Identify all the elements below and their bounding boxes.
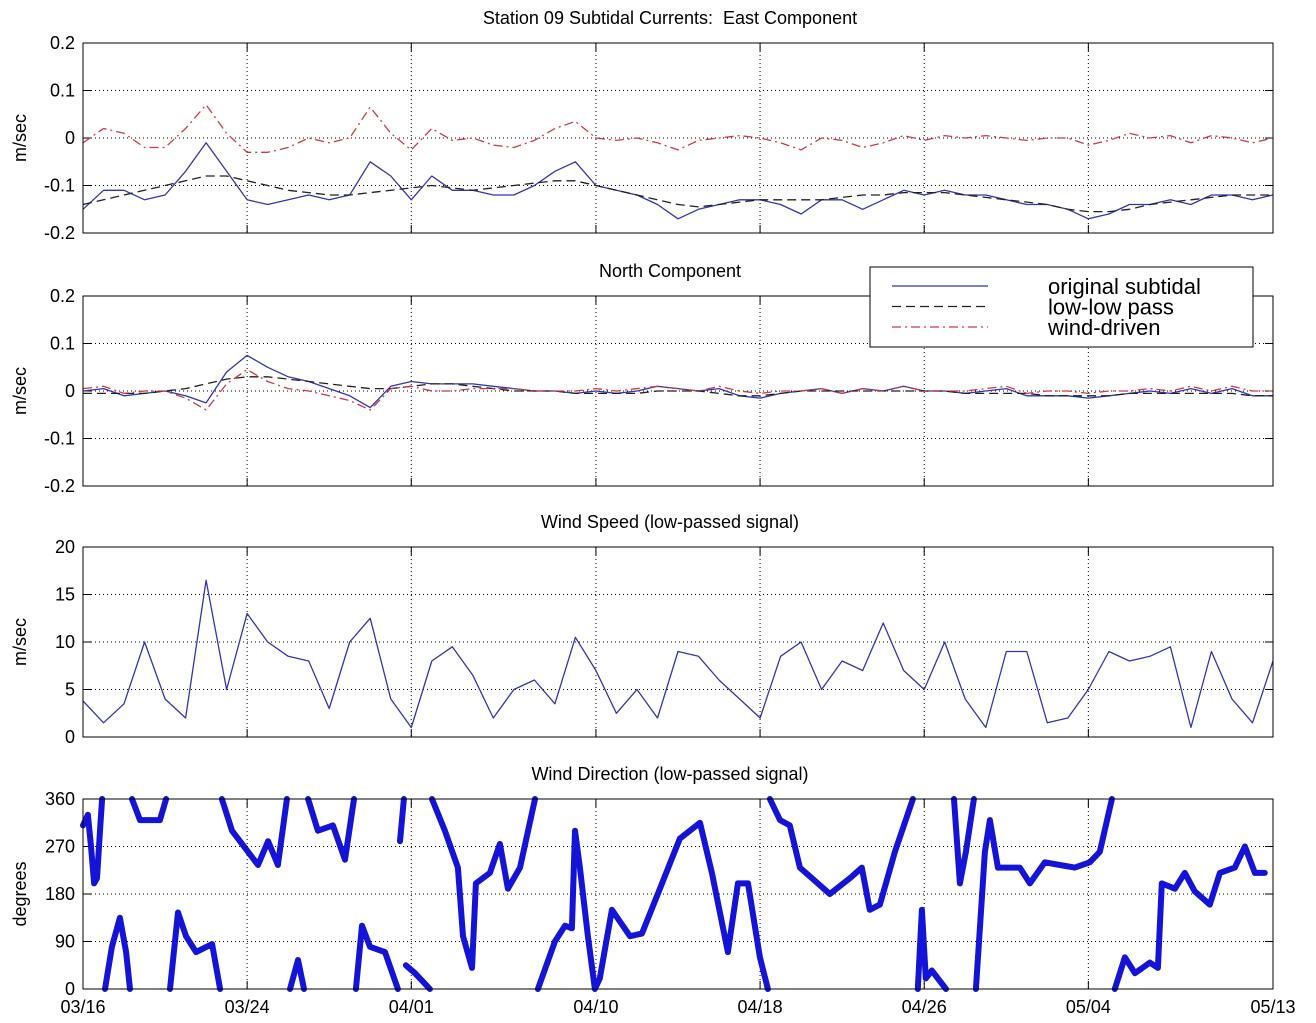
y-tick-label: 0.2 — [50, 33, 75, 53]
y-axis-label: m/sec — [10, 114, 30, 162]
y-tick-label: -0.1 — [44, 176, 75, 196]
y-tick-label: 0.1 — [50, 334, 75, 354]
axes-box — [82, 295, 1274, 487]
series-line — [82, 104, 1274, 153]
x-tick-label: 04/10 — [573, 997, 618, 1017]
x-tick-label: 04/18 — [738, 997, 783, 1017]
x-tick-label: 03/24 — [225, 997, 270, 1017]
series-line — [82, 579, 1274, 729]
y-axis-label: m/sec — [10, 618, 30, 666]
x-tick-label: 04/01 — [389, 997, 434, 1017]
series-line — [83, 376, 1273, 397]
series-line — [82, 175, 1273, 213]
panel-title: Wind Speed (low-passed signal) — [541, 512, 799, 532]
panel: Station 09 Subtidal Currents: East Compo… — [10, 8, 1274, 243]
y-tick-label: 0 — [65, 727, 75, 747]
legend-label: original subtidal — [1048, 274, 1201, 299]
x-tick-label: 03/16 — [60, 997, 105, 1017]
panel: Wind Speed (low-passed signal) m/sec 0 5 10 1… — [10, 512, 1274, 747]
plot-area — [83, 799, 1273, 989]
y-tick-label: 20 — [55, 537, 75, 557]
series-line — [80, 796, 1268, 992]
legend-label: low-low pass — [1048, 295, 1174, 320]
series-line — [82, 142, 1274, 220]
y-tick-label: 90 — [55, 932, 75, 952]
y-tick-label: 0 — [65, 128, 75, 148]
y-tick-label: -0.1 — [44, 429, 75, 449]
panel: Wind Direction (low-passed signal) degree… — [10, 764, 1296, 1017]
series-line — [82, 354, 1273, 409]
y-tick-label: -0.2 — [44, 476, 75, 496]
y-axis-label: m/sec — [10, 367, 30, 415]
y-tick-label: 0 — [65, 979, 75, 999]
y-tick-label: 15 — [55, 585, 75, 605]
legend-label: wind-driven — [1047, 315, 1161, 340]
panel-title: Station 09 Subtidal Currents: East Compo… — [483, 8, 857, 28]
plot-area — [83, 547, 1273, 737]
x-tick-label: 05/13 — [1250, 997, 1295, 1017]
y-tick-label: 10 — [55, 632, 75, 652]
x-tick-label: 05/04 — [1066, 997, 1111, 1017]
y-tick-label: -0.2 — [44, 223, 75, 243]
panel-title: Wind Direction (low-passed signal) — [531, 764, 808, 784]
y-tick-label: 0 — [65, 381, 75, 401]
axes-box — [82, 546, 1274, 738]
y-tick-label: 0.1 — [50, 81, 75, 101]
axes-box — [82, 42, 1274, 234]
panel-title: North Component — [599, 261, 741, 281]
y-axis-label: degrees — [10, 861, 30, 926]
legend-box — [869, 266, 1254, 348]
y-tick-label: 270 — [45, 837, 75, 857]
panel: North Component m/sec -0.2 -0.1 0 0.1 0.2 origi… — [10, 261, 1274, 496]
x-tick-label: 04/26 — [902, 997, 947, 1017]
y-tick-label: 0.2 — [50, 286, 75, 306]
y-tick-label: 360 — [45, 789, 75, 809]
y-tick-label: 180 — [45, 884, 75, 904]
y-tick-label: 5 — [65, 680, 75, 700]
axes-box — [82, 798, 1274, 990]
